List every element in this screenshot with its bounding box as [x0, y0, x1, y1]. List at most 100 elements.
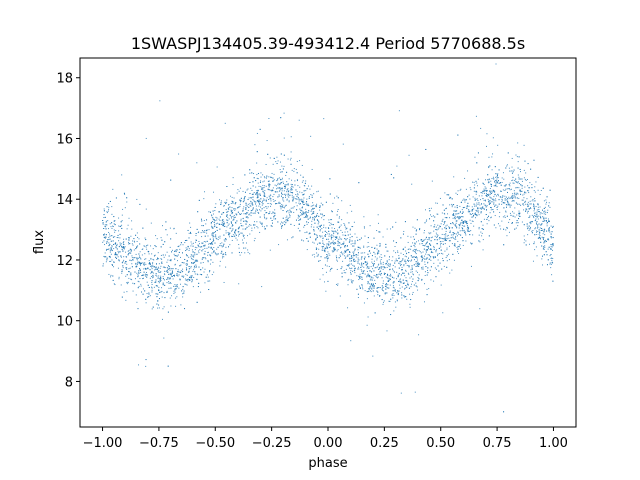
data-point	[202, 231, 204, 233]
data-point	[333, 249, 335, 251]
data-point	[132, 244, 134, 246]
data-point	[257, 227, 259, 229]
data-point	[286, 184, 288, 186]
data-point	[148, 287, 150, 288]
data-point	[163, 266, 165, 268]
data-point	[212, 240, 214, 242]
data-point	[475, 180, 477, 182]
data-point	[207, 261, 209, 263]
data-point	[506, 206, 507, 208]
data-point	[233, 208, 235, 210]
data-point	[213, 219, 215, 221]
data-point	[232, 177, 234, 179]
data-point	[388, 259, 390, 261]
data-point	[273, 173, 275, 175]
data-point	[518, 183, 520, 185]
data-point	[112, 188, 114, 190]
data-point	[285, 193, 287, 195]
data-point	[435, 202, 437, 204]
data-point	[257, 182, 259, 184]
data-point	[161, 318, 163, 320]
data-point	[444, 217, 446, 219]
data-point	[125, 267, 127, 269]
data-point	[185, 254, 187, 256]
data-point	[459, 211, 461, 213]
data-point	[211, 215, 213, 217]
data-point	[464, 231, 466, 233]
data-point	[463, 225, 465, 227]
data-point	[316, 255, 318, 257]
data-point	[246, 216, 248, 218]
data-point	[457, 248, 459, 250]
data-point	[302, 180, 304, 182]
data-point	[341, 272, 343, 274]
data-point	[333, 243, 335, 245]
data-point	[214, 225, 216, 227]
data-point	[441, 233, 443, 235]
data-point	[189, 276, 190, 278]
data-point	[401, 266, 403, 268]
data-point	[284, 224, 286, 226]
data-point	[151, 287, 153, 289]
data-point	[194, 273, 196, 275]
data-point	[231, 200, 233, 202]
data-point	[331, 211, 333, 213]
data-point	[329, 233, 331, 235]
data-point	[367, 237, 369, 239]
data-point	[298, 200, 300, 202]
data-point	[113, 261, 115, 263]
data-point	[311, 209, 313, 211]
data-point	[226, 201, 228, 203]
data-point	[256, 226, 258, 228]
data-point	[193, 269, 195, 271]
data-point	[396, 299, 398, 301]
data-point	[349, 263, 351, 265]
data-point	[114, 224, 116, 226]
data-point	[328, 227, 330, 229]
data-point	[402, 233, 404, 235]
data-point	[263, 214, 265, 216]
data-point	[525, 179, 527, 181]
data-point	[156, 238, 158, 240]
data-point	[349, 258, 351, 260]
data-point	[433, 248, 435, 250]
data-point	[196, 301, 198, 303]
data-point	[531, 214, 533, 216]
data-point	[361, 284, 363, 286]
data-point	[110, 274, 112, 276]
data-point	[534, 186, 536, 188]
data-point	[351, 281, 353, 283]
data-point	[418, 263, 420, 265]
data-point	[304, 224, 306, 226]
data-point	[167, 311, 169, 313]
data-point	[126, 197, 128, 199]
data-point	[238, 226, 240, 228]
data-point	[281, 226, 283, 228]
data-point	[464, 225, 466, 227]
data-point	[434, 256, 436, 258]
data-point	[515, 178, 517, 180]
data-point	[340, 224, 342, 226]
data-point	[465, 188, 467, 190]
data-point	[431, 215, 433, 217]
data-point	[117, 252, 119, 254]
data-point	[292, 207, 294, 209]
data-point	[139, 269, 141, 271]
data-point	[416, 219, 418, 221]
data-point	[512, 176, 514, 178]
data-point	[168, 266, 170, 268]
data-point	[426, 249, 428, 251]
data-point	[351, 210, 353, 212]
data-point	[109, 260, 111, 262]
data-point	[111, 246, 113, 248]
data-point	[463, 221, 465, 223]
data-point	[221, 213, 223, 215]
data-point	[250, 215, 252, 217]
data-point	[254, 201, 256, 203]
data-point	[274, 214, 276, 216]
data-point	[533, 217, 535, 219]
data-point	[348, 241, 350, 243]
data-point	[253, 200, 255, 202]
data-point	[512, 179, 514, 181]
